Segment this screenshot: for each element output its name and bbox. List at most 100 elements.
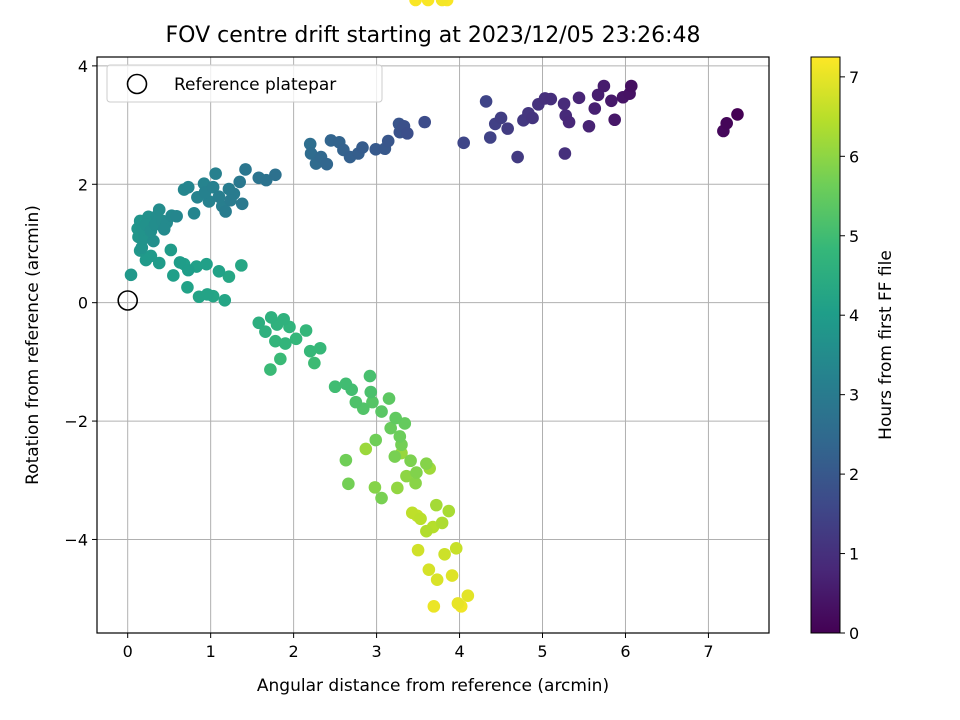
legend-label: Reference platepar (174, 75, 336, 95)
data-point (201, 288, 214, 301)
data-point (404, 454, 417, 468)
data-point (339, 377, 353, 391)
data-point (259, 325, 272, 338)
colorbar-tick-label: 0 (849, 624, 859, 643)
data-point (605, 94, 618, 108)
data-point (147, 234, 160, 248)
data-point (252, 316, 266, 330)
data-point (414, 512, 427, 526)
data-point (558, 147, 572, 160)
data-point (181, 280, 194, 294)
data-point (304, 147, 318, 160)
data-point (364, 385, 378, 399)
data-point (164, 243, 178, 257)
legend: Reference platepar (106, 64, 383, 103)
data-point (303, 344, 317, 358)
data-point (218, 294, 232, 307)
data-point (342, 477, 355, 491)
data-point (170, 209, 183, 223)
y-axis-label: Rotation from reference (arcmin) (23, 205, 43, 485)
data-point (167, 269, 180, 282)
data-point (400, 469, 413, 483)
data-point (382, 392, 396, 405)
data-point (389, 411, 402, 425)
data-point (409, 476, 422, 490)
colorbar-gradient (810, 56, 841, 634)
data-point (731, 108, 744, 121)
data-point (264, 363, 277, 376)
colorbar-tick-label: 5 (849, 227, 859, 246)
data-point (511, 150, 524, 164)
data-point (449, 542, 463, 555)
chart-title: FOV centre drift starting at 2023/12/05 … (166, 23, 701, 48)
x-tick-label: 1 (206, 642, 216, 661)
data-point (363, 369, 377, 383)
data-point (124, 268, 138, 282)
data-point (235, 259, 248, 272)
colorbar-tick-label: 6 (849, 147, 859, 166)
colorbar-tick-label: 7 (849, 68, 859, 87)
data-point (420, 457, 433, 470)
data-point (212, 264, 226, 278)
data-point (233, 175, 246, 189)
data-point (152, 256, 166, 270)
data-point (582, 119, 596, 133)
data-point (274, 352, 287, 366)
x-tick-label: 0 (123, 642, 133, 661)
data-point (624, 79, 638, 93)
data-point (289, 332, 303, 346)
data-point (181, 180, 195, 194)
x-axis-label: Angular distance from reference (arcmin) (257, 676, 609, 696)
data-point (398, 417, 412, 430)
y-tick-label: −2 (64, 412, 88, 431)
data-point (277, 312, 290, 326)
data-point (259, 173, 273, 187)
data-point (384, 421, 397, 435)
data-point (359, 442, 373, 456)
plot-area (96, 0, 770, 634)
reference-marker (117, 290, 138, 311)
data-point (181, 263, 195, 277)
data-point (409, 0, 422, 7)
x-tick-label: 4 (454, 642, 464, 661)
y-axis-ticks: −4 −2 0 2 4 (64, 57, 97, 549)
data-point (135, 241, 149, 254)
data-point (206, 180, 220, 194)
data-point (421, 0, 435, 7)
y-tick-label: 0 (78, 294, 88, 313)
data-point (388, 450, 402, 463)
data-point (422, 563, 436, 576)
data-point (157, 222, 171, 236)
data-point (187, 206, 201, 220)
data-point (235, 197, 249, 211)
y-tick-label: 2 (78, 175, 88, 194)
data-point (368, 481, 382, 494)
data-point (299, 324, 313, 337)
data-point (369, 433, 383, 447)
data-point (393, 430, 407, 443)
data-point (588, 102, 602, 115)
colorbar-ticks: 0 1 2 3 4 5 6 7 (840, 68, 859, 643)
data-point (457, 136, 470, 150)
data-point (303, 137, 317, 151)
y-tick-label: 4 (78, 57, 88, 76)
data-point (313, 341, 327, 355)
legend-box (106, 64, 383, 103)
data-point (435, 0, 449, 7)
data-point (200, 257, 213, 271)
x-tick-label: 5 (537, 642, 547, 661)
data-point (375, 405, 388, 418)
data-point (239, 163, 252, 176)
data-point (720, 117, 733, 130)
plot-frame (96, 56, 770, 634)
x-axis-ticks: 0 1 2 3 4 5 6 7 (123, 633, 714, 661)
data-point (269, 168, 282, 182)
data-point (438, 547, 451, 561)
data-point (356, 141, 369, 154)
grid (97, 57, 769, 633)
data-point (308, 356, 321, 370)
data-point (591, 88, 605, 102)
data-point (479, 95, 493, 108)
data-point (608, 113, 621, 127)
data-point (461, 589, 475, 603)
